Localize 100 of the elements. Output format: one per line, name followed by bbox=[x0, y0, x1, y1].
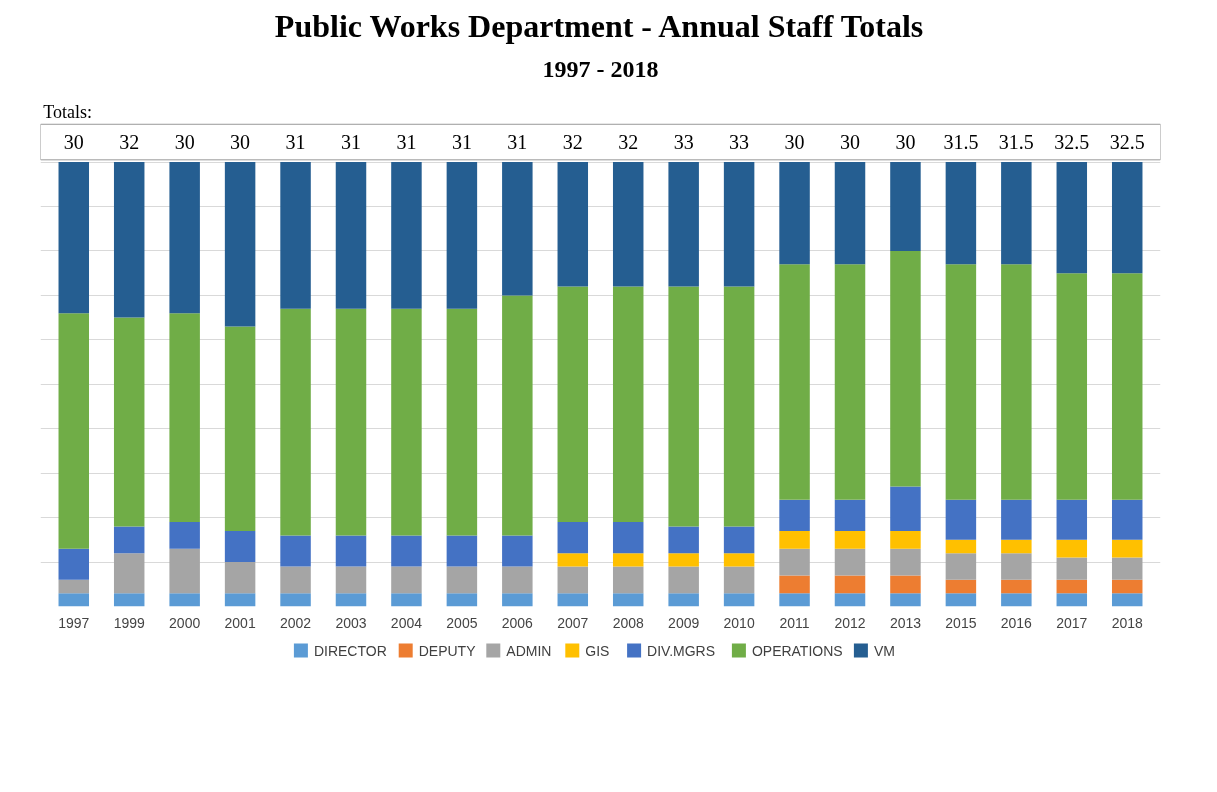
x-tick-label: 2016 bbox=[1000, 614, 1033, 631]
text: 31 bbox=[451, 131, 472, 154]
bar bbox=[1001, 539, 1032, 554]
bar bbox=[224, 162, 256, 327]
bar bbox=[391, 535, 422, 567]
bar bbox=[834, 264, 866, 500]
bar bbox=[779, 162, 810, 265]
bar bbox=[890, 162, 921, 251]
bar bbox=[113, 526, 145, 554]
bar bbox=[502, 535, 533, 567]
bar bbox=[502, 162, 533, 296]
text: 30 bbox=[840, 131, 860, 154]
text: 30 bbox=[895, 131, 916, 154]
bar bbox=[1056, 273, 1088, 500]
bar bbox=[1056, 162, 1088, 274]
bar bbox=[668, 162, 699, 287]
bar bbox=[169, 522, 200, 549]
bar bbox=[668, 553, 699, 567]
bar bbox=[391, 593, 422, 607]
legend-label: DEPUTY bbox=[418, 642, 477, 659]
bar bbox=[502, 295, 533, 536]
bar bbox=[280, 162, 311, 309]
bar bbox=[113, 162, 145, 318]
x-tick-label: 2001 bbox=[224, 614, 256, 631]
bar bbox=[834, 162, 866, 265]
bar bbox=[335, 162, 367, 309]
bar bbox=[779, 575, 810, 594]
chart-title: Public Works Department - Annual Staff Totals bbox=[274, 7, 924, 44]
text: 30 bbox=[174, 131, 195, 154]
bar bbox=[169, 313, 200, 523]
bar bbox=[779, 530, 810, 549]
x-tick-label: 2010 bbox=[723, 614, 755, 631]
bar bbox=[557, 593, 589, 607]
bar bbox=[945, 553, 977, 580]
bar bbox=[668, 286, 699, 527]
bar bbox=[668, 566, 699, 594]
bar bbox=[612, 553, 644, 567]
bar bbox=[169, 593, 200, 607]
bar bbox=[502, 566, 533, 594]
bar bbox=[945, 579, 977, 594]
bar bbox=[224, 530, 256, 563]
x-tick-label: 2017 bbox=[1056, 614, 1088, 631]
text: 31.5 bbox=[998, 131, 1034, 154]
bar bbox=[113, 593, 145, 607]
bar bbox=[58, 579, 90, 594]
bar bbox=[890, 593, 921, 607]
bar bbox=[391, 308, 422, 536]
bar bbox=[1111, 273, 1143, 500]
bar bbox=[446, 535, 478, 567]
bar bbox=[779, 548, 810, 576]
legend-label: DIRECTOR bbox=[313, 642, 387, 659]
x-tick-label: 2013 bbox=[889, 614, 922, 631]
bar bbox=[779, 593, 810, 607]
legend-label: OPERATIONS bbox=[751, 642, 843, 659]
bar bbox=[834, 548, 866, 576]
bar bbox=[834, 499, 866, 531]
bar bbox=[280, 566, 311, 594]
bar bbox=[557, 522, 589, 554]
bar bbox=[1056, 499, 1088, 540]
x-tick-label: 2003 bbox=[335, 614, 367, 631]
bar bbox=[1111, 499, 1143, 540]
bar bbox=[446, 566, 478, 594]
text: 32.5 bbox=[1109, 131, 1145, 154]
x-tick-label: 2008 bbox=[612, 614, 645, 631]
bar bbox=[890, 548, 921, 576]
bar bbox=[58, 593, 90, 607]
bar bbox=[1111, 557, 1143, 580]
text: 32.5 bbox=[1054, 131, 1090, 154]
bar bbox=[335, 308, 367, 536]
text: 31 bbox=[507, 131, 528, 154]
bar bbox=[446, 162, 478, 309]
bar bbox=[890, 250, 921, 487]
bar bbox=[945, 162, 977, 265]
bar bbox=[335, 566, 367, 594]
bar bbox=[612, 286, 644, 523]
bar bbox=[1056, 539, 1088, 558]
text: Totals: bbox=[43, 102, 93, 123]
x-tick-label: 1999 bbox=[113, 614, 145, 631]
bar bbox=[58, 313, 90, 549]
bar bbox=[502, 593, 533, 607]
legend-label: VM bbox=[873, 642, 895, 659]
bar bbox=[779, 264, 810, 500]
bar bbox=[890, 575, 921, 594]
bar bbox=[1001, 499, 1032, 540]
bar bbox=[612, 522, 644, 554]
bar bbox=[890, 486, 921, 531]
bar bbox=[779, 499, 810, 531]
bar bbox=[668, 593, 699, 607]
bar bbox=[113, 317, 145, 527]
bar bbox=[391, 566, 422, 594]
bar bbox=[335, 593, 367, 607]
x-tick-label: 2012 bbox=[834, 614, 866, 631]
text: 31.5 bbox=[943, 131, 979, 154]
text: 30 bbox=[784, 131, 805, 154]
x-tick-label: 2011 bbox=[779, 614, 810, 631]
x-tick-label: 2015 bbox=[945, 614, 977, 631]
bar bbox=[834, 575, 866, 594]
text: 30 bbox=[230, 131, 251, 154]
text: 33 bbox=[673, 131, 694, 154]
bar bbox=[890, 530, 921, 549]
